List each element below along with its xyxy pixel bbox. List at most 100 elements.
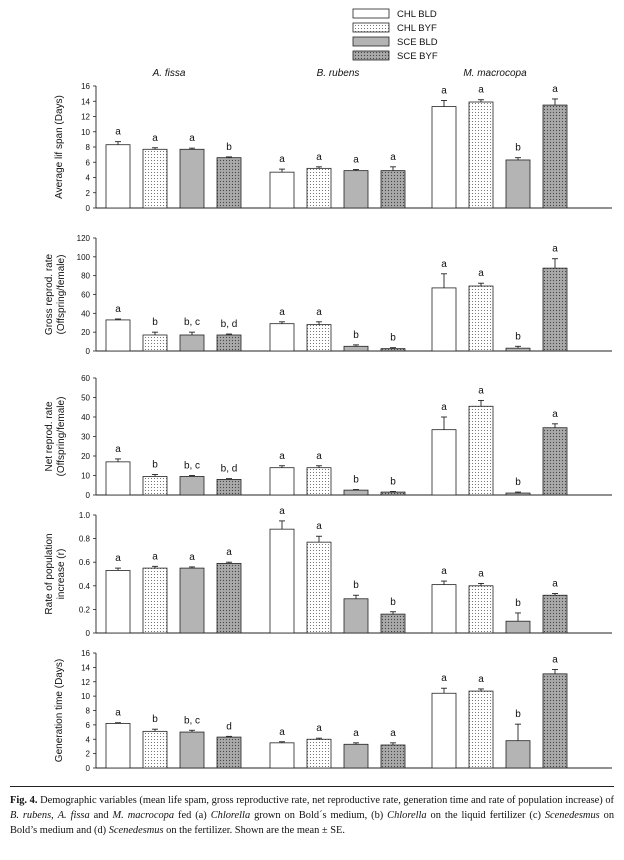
caption-segment: M. macrocopa <box>112 810 175 821</box>
figure-canvas: CHL BLD CHL BYF SCE BLD SCE BYF A. fissa B. … <box>44 8 612 773</box>
bar-sce-bld-b-rubens <box>343 743 369 769</box>
bar-sce-byf-b-rubens <box>380 613 406 634</box>
bar-chl-bld-a-fissa <box>105 461 131 496</box>
bar-sce-byf-a-fissa <box>216 334 242 352</box>
bar-chl-bld-b-rubens <box>269 323 295 352</box>
caption-segment: , <box>51 810 58 821</box>
bar-sce-byf-m-macrocopa <box>542 104 568 209</box>
bar-sce-bld-a-fissa <box>179 731 205 769</box>
y-tick-label: 40 <box>81 309 90 318</box>
significance-letter: b <box>515 598 521 609</box>
significance-letter: b <box>390 476 396 487</box>
y-tick-label: 4 <box>86 174 91 183</box>
y-axis-label: Average lif span (Days) <box>54 95 65 199</box>
significance-letter: a <box>552 655 558 666</box>
significance-letter: a <box>316 521 322 532</box>
y-tick-label: 8 <box>86 707 91 716</box>
significance-letter: d <box>226 721 232 732</box>
y-tick-label: 0 <box>86 491 91 500</box>
significance-letter: a <box>316 307 322 318</box>
y-tick-label: 10 <box>81 128 90 137</box>
significance-letter: a <box>478 85 484 96</box>
caption-segment: Scenedesmus <box>108 825 164 836</box>
y-tick-label: 0 <box>86 629 91 638</box>
significance-letter: a <box>279 307 285 318</box>
y-tick-label: 60 <box>81 374 90 383</box>
legend: CHL BLD CHL BYF SCE BLD SCE BYF <box>352 8 438 62</box>
y-tick-label: 0 <box>86 347 91 356</box>
y-tick-label: 10 <box>81 472 90 481</box>
bar-sce-bld-b-rubens <box>343 489 369 496</box>
caption-segment: grown on Bold´s medium, (b) <box>250 810 388 821</box>
significance-letter: a <box>279 451 285 462</box>
y-axis-label: Generation time (Days) <box>54 659 65 762</box>
bar-sce-byf-m-macrocopa <box>542 594 568 634</box>
significance-letter: a <box>115 708 121 719</box>
significance-letter: b <box>152 317 158 328</box>
significance-letter: a <box>441 259 447 270</box>
significance-letter: a <box>478 568 484 579</box>
bar-chl-bld-b-rubens <box>269 742 295 769</box>
y-tick-label: 14 <box>81 663 90 672</box>
bar-chl-byf-m-macrocopa <box>468 405 494 496</box>
y-tick-label: 16 <box>81 82 90 91</box>
bar-chl-byf-b-rubens <box>306 738 332 769</box>
caption-segment: Demographic variables (mean life spam, g… <box>37 795 614 806</box>
bar-sce-bld-a-fissa <box>179 148 205 209</box>
legend-label-sce-bld: SCE BLD <box>397 37 438 48</box>
y-tick-label: 4 <box>86 735 91 744</box>
significance-letter: a <box>353 728 359 739</box>
significance-letter: b, c <box>184 317 200 328</box>
bar-sce-bld-b-rubens <box>343 170 369 209</box>
panel-2: 0 20 40 60 80 100 120 Gross reprod. rate (Offspr… <box>44 234 612 356</box>
significance-letter: a <box>115 444 121 455</box>
significance-letter: a <box>390 152 396 163</box>
y-tick-label: 40 <box>81 413 90 422</box>
y-tick-label: 0.4 <box>79 582 91 591</box>
y-tick-label: 0 <box>86 204 91 213</box>
y-tick-label: 12 <box>81 678 90 687</box>
significance-letter: b <box>152 460 158 471</box>
y-axis-label: (Offspring/female) <box>56 255 67 335</box>
bar-chl-bld-b-rubens <box>269 528 295 634</box>
y-axis-label: increase (r) <box>56 549 67 600</box>
y-tick-label: 6 <box>86 158 91 167</box>
y-tick-label: 30 <box>81 433 90 442</box>
bar-chl-bld-m-macrocopa <box>431 287 457 352</box>
legend-label-chl-bld: CHL BLD <box>397 9 437 20</box>
bar-chl-bld-b-rubens <box>269 467 295 496</box>
bar-chl-bld-m-macrocopa <box>431 429 457 496</box>
bar-chl-bld-m-macrocopa <box>431 106 457 209</box>
bar-chl-byf-b-rubens <box>306 541 332 634</box>
significance-letter: a <box>152 551 158 562</box>
significance-letter: a <box>189 552 195 563</box>
bar-sce-bld-m-macrocopa <box>505 620 531 634</box>
species-label-a-fissa: A. fissa <box>152 68 186 79</box>
y-tick-label: 10 <box>81 692 90 701</box>
significance-letter: a <box>552 409 558 420</box>
significance-letter: b <box>152 714 158 725</box>
significance-letter: a <box>316 152 322 163</box>
bar-chl-byf-a-fissa <box>142 567 168 634</box>
y-tick-label: 6 <box>86 721 91 730</box>
bar-chl-bld-a-fissa <box>105 319 131 352</box>
bar-sce-bld-m-macrocopa <box>505 347 531 352</box>
caption-segment: Scenedesmus <box>544 810 600 821</box>
bar-chl-byf-m-macrocopa <box>468 101 494 209</box>
caption-label: Fig. 4. <box>10 795 38 806</box>
bar-chl-byf-a-fissa <box>142 148 168 209</box>
bar-sce-byf-b-rubens <box>380 170 406 209</box>
panel-4: 0 0.2 0.4 0.6 0.8 1.0 Rate of population increa… <box>44 506 612 638</box>
y-axis-label: Gross reprod. rate <box>44 253 55 335</box>
bar-chl-byf-m-macrocopa <box>468 285 494 352</box>
caption-segment: B. rubens <box>10 810 52 821</box>
significance-letter: a <box>279 727 285 738</box>
bar-chl-bld-m-macrocopa <box>431 584 457 634</box>
significance-letter: a <box>152 133 158 144</box>
bar-sce-byf-a-fissa <box>216 562 242 634</box>
significance-letter: b <box>226 142 232 153</box>
bar-chl-bld-b-rubens <box>269 171 295 209</box>
legend-label-chl-byf: CHL BYF <box>397 23 437 34</box>
significance-letter: a <box>279 154 285 165</box>
bar-chl-byf-a-fissa <box>142 476 168 496</box>
